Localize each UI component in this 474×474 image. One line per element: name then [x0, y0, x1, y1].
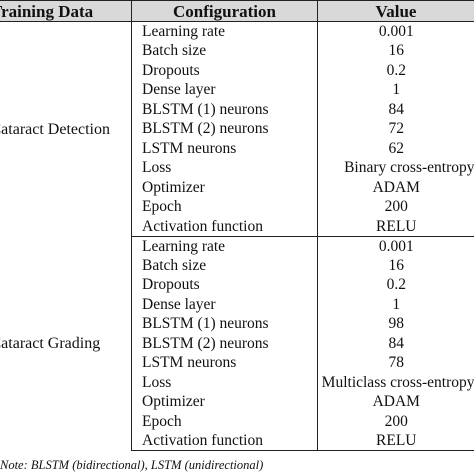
configuration-cell: Dropouts	[131, 275, 318, 295]
table-row: Cataract Grading Learning rate 0.001	[0, 236, 474, 451]
configuration-cell: BLSTM (2) neurons	[131, 119, 318, 139]
table-row: BLSTM (2) neurons 72	[0, 119, 474, 139]
configuration-cell: Optimizer	[131, 392, 318, 412]
configuration-cell: Loss	[131, 158, 318, 178]
table-header: Training Data Configuration Value	[0, 0, 474, 22]
table-row: Optimizer ADAM	[0, 177, 474, 197]
configuration-cell: Batch size	[131, 41, 318, 61]
value-cell: 0.2	[386, 276, 406, 294]
configuration-cell: Optimizer	[131, 177, 318, 197]
value-cell: 84	[388, 100, 405, 118]
header-training-data: Training Data	[0, 0, 132, 22]
header-configuration: Configuration	[131, 0, 318, 22]
value-cell: 84	[388, 334, 405, 352]
value-cell: RELU	[317, 431, 474, 451]
configuration-cell: Loss	[131, 372, 318, 392]
configuration-cell: Dense layer	[131, 80, 318, 100]
configuration-cell: Batch size	[131, 255, 318, 275]
value-cell: 98	[388, 315, 405, 333]
value-cell: 1	[392, 81, 401, 99]
configuration-cell: Epoch	[131, 411, 318, 431]
table-row: Dropouts 0.2	[0, 60, 474, 80]
table-footnote: Note: BLSTM (bidirectional), LSTM (unidi…	[0, 458, 264, 472]
configuration-cell: LSTM neurons	[131, 138, 318, 158]
value-cell: 78	[388, 354, 405, 372]
configuration-cell: Dense layer	[131, 294, 318, 314]
table-row: Batch size 16	[0, 41, 474, 61]
table-row: Activation function RELU	[0, 431, 474, 451]
training-data-group: Cataract Detection	[0, 21, 132, 236]
table-body: Cataract Detection Learning rate 0.001 Batc…	[0, 21, 474, 451]
table-row: BLSTM (1) neurons 84	[0, 99, 474, 119]
value-cell: ADAM	[372, 178, 420, 196]
configuration-cell: Epoch	[131, 197, 318, 217]
value-cell: Binary cross-entropy	[344, 159, 474, 177]
value-cell: 0.001	[378, 23, 414, 40]
configuration-cell: Activation function	[131, 431, 318, 451]
table-row: Activation function RELU	[0, 216, 474, 237]
table-row: Batch size 16	[0, 255, 474, 275]
table-row: BLSTM (2) neurons 84	[0, 333, 474, 353]
configuration-cell: LSTM neurons	[131, 353, 318, 373]
parameters-table: Training Data Configuration Value Catara…	[0, 0, 474, 451]
configuration-cell: Activation function	[131, 216, 318, 237]
table-row: Cataract Detection Learning rate 0.001	[0, 21, 474, 236]
table-row: LSTM neurons 78	[0, 353, 474, 373]
table-row: Dense layer 1	[0, 80, 474, 100]
value-cell: 16	[388, 256, 405, 274]
value-cell: 200	[384, 198, 408, 216]
table-row: Dropouts 0.2	[0, 275, 474, 295]
value-cell: Multiclass cross-entropy	[321, 373, 474, 391]
configuration-cell: Learning rate	[131, 236, 318, 256]
table-row: Epoch 200	[0, 197, 474, 217]
configuration-cell: BLSTM (2) neurons	[131, 333, 318, 353]
configuration-cell: BLSTM (1) neurons	[131, 314, 318, 334]
table-row: Loss Binary cross-entropy	[0, 158, 474, 178]
value-cell: 72	[388, 120, 405, 138]
configuration-cell: Dropouts	[131, 60, 318, 80]
value-cell: 0.2	[386, 61, 406, 79]
value-cell: 62	[388, 139, 405, 157]
table-row: LSTM neurons 62	[0, 138, 474, 158]
value-cell: RELU	[317, 216, 474, 237]
header-value: Value	[317, 0, 474, 22]
table-row: Epoch 200	[0, 411, 474, 431]
value-cell: ADAM	[372, 393, 420, 411]
table-row: Loss Multiclass cross-entropy	[0, 372, 474, 392]
value-cell: 200	[384, 412, 408, 430]
table-row: Dense layer 1	[0, 294, 474, 314]
value-cell: 16	[388, 42, 405, 60]
training-data-group: Cataract Grading	[0, 236, 132, 451]
table-row: BLSTM (1) neurons 98	[0, 314, 474, 334]
value-cell: 0.001	[378, 237, 414, 255]
header-row: Training Data Configuration Value	[0, 0, 474, 22]
configuration-cell: BLSTM (1) neurons	[131, 99, 318, 119]
table-row: Optimizer ADAM	[0, 392, 474, 412]
configuration-cell: Learning rate	[131, 21, 318, 41]
value-cell: 1	[392, 295, 401, 313]
